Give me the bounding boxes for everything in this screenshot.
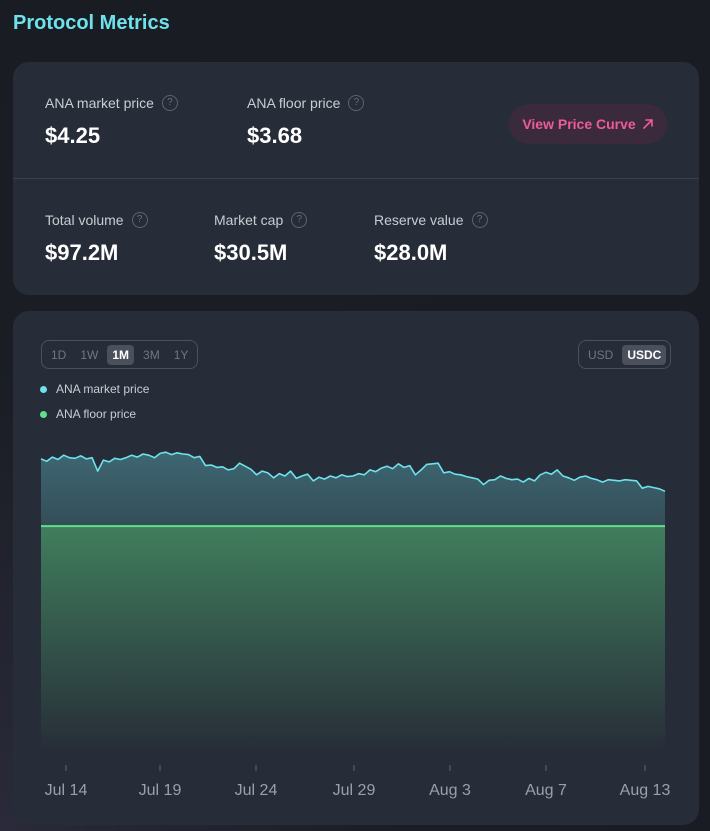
metric-value: $3.68 xyxy=(247,123,303,148)
range-option-3m[interactable]: 3M xyxy=(143,347,160,362)
metric-value: $4.25 xyxy=(45,123,101,148)
metric-label: Market cap xyxy=(214,212,284,228)
range-option-1m[interactable]: 1M xyxy=(107,344,135,365)
legend-dot-market xyxy=(40,385,47,393)
metric-value: $28.0M xyxy=(374,240,448,265)
help-icon[interactable]: ? xyxy=(471,212,488,228)
currency-option-usdc[interactable]: USDC xyxy=(622,344,667,365)
metric-label: ANA floor price xyxy=(247,95,341,111)
x-axis-tick-label: Aug 13 xyxy=(620,782,671,799)
view-price-curve-label: View Price Curve xyxy=(522,116,636,132)
market-price-area xyxy=(41,452,665,527)
metric-total-volume: Total volume ? $97.2M xyxy=(45,212,148,266)
arrow-up-right-icon xyxy=(642,119,653,129)
metric-label: Reserve value xyxy=(374,212,464,228)
metric-label: ANA market price xyxy=(45,95,154,111)
x-axis-tick-label: Aug 3 xyxy=(429,782,471,799)
x-axis-tick-label: Jul 29 xyxy=(333,782,376,799)
metric-value: $97.2M xyxy=(45,240,119,265)
metric-market-price: ANA market price ? $4.25 xyxy=(45,95,178,149)
price-chart: Jul 14 Jul 19 Jul 24 Jul 29 Aug 3 Aug 7 Aug 13 xyxy=(40,451,671,799)
help-icon[interactable]: ? xyxy=(348,95,365,111)
help-icon[interactable]: ? xyxy=(161,95,178,111)
range-selector: 1D 1W 1M 3M 1Y xyxy=(41,340,199,369)
range-option-1w[interactable]: 1W xyxy=(80,347,99,362)
currency-selector: USD USDC xyxy=(578,340,672,369)
metric-value: $30.5M xyxy=(214,240,288,265)
legend-item-market: ANA market price xyxy=(40,382,149,396)
help-icon[interactable]: ? xyxy=(131,212,148,228)
market-price-line xyxy=(40,451,666,493)
range-option-1d[interactable]: 1D xyxy=(51,347,67,362)
metrics-card: ANA market price ? $4.25 ANA floor price… xyxy=(13,62,699,295)
floor-price-area xyxy=(41,526,665,751)
metric-label: Total volume xyxy=(45,212,124,228)
metric-market-cap: Market cap ? $30.5M xyxy=(214,212,308,266)
help-icon[interactable]: ? xyxy=(291,212,308,228)
metric-floor-price: ANA floor price ? $3.68 xyxy=(247,95,365,149)
x-axis-tick-label: Jul 19 xyxy=(139,782,182,799)
legend-label: ANA floor price xyxy=(56,407,137,421)
chart-card: 1D 1W 1M 3M 1Y USD USDC ANA market price… xyxy=(13,311,699,825)
legend-label: ANA market price xyxy=(56,382,150,396)
view-price-curve-button[interactable]: View Price Curve xyxy=(509,104,667,144)
x-axis-tick-label: Aug 7 xyxy=(525,782,567,799)
currency-option-usd[interactable]: USD xyxy=(588,347,614,362)
x-axis-tick-label: Jul 14 xyxy=(45,782,88,799)
metric-reserve-value: Reserve value ? $28.0M xyxy=(374,212,488,266)
page-title: Protocol Metrics xyxy=(13,12,170,34)
legend-dot-floor xyxy=(40,410,47,418)
x-axis-tick-label: Jul 24 xyxy=(235,782,278,799)
legend-item-floor: ANA floor price xyxy=(40,407,136,421)
divider xyxy=(13,178,699,179)
range-option-1y[interactable]: 1Y xyxy=(173,347,189,362)
